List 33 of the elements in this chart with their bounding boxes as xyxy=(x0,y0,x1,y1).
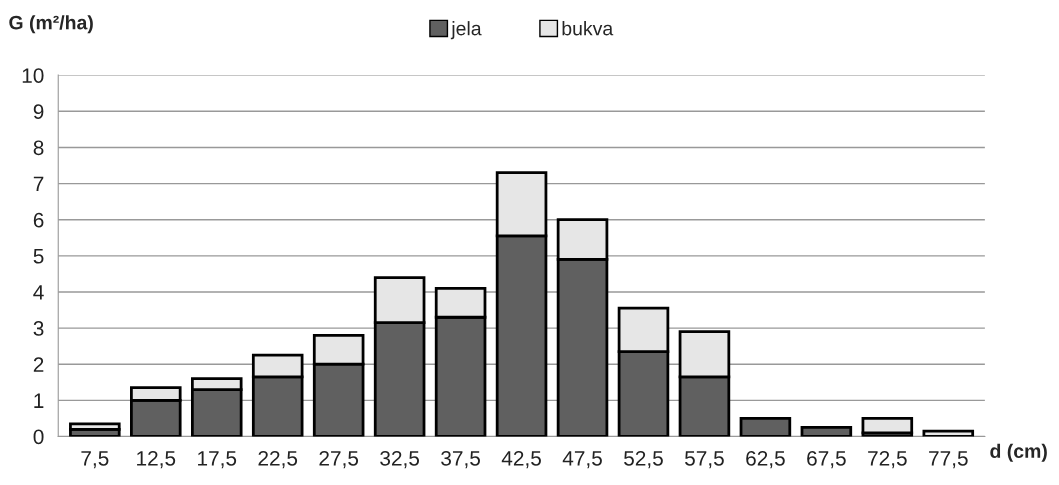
y-tick-label: 6 xyxy=(33,212,44,228)
x-tick-label: 47,5 xyxy=(562,451,602,469)
bar xyxy=(861,417,914,435)
y-tick-label: 8 xyxy=(33,140,44,156)
x-tick-label: 7,5 xyxy=(81,451,109,469)
x-axis-title: d (cm) xyxy=(990,443,1047,462)
x-tick-label: 77,5 xyxy=(929,451,968,469)
x-tick-label: 27,5 xyxy=(319,450,359,469)
y-tick-label: 10 xyxy=(22,68,44,83)
y-tick-label: 9 xyxy=(33,104,44,120)
bar xyxy=(800,426,853,437)
x-tick-label: 37,5 xyxy=(441,450,480,469)
legend-label: jela xyxy=(450,21,482,40)
y-tick-label: 3 xyxy=(33,321,44,336)
y-tick-label: 0 xyxy=(33,429,44,445)
y-tick-label: 4 xyxy=(33,285,44,300)
x-tick-label: 72,5 xyxy=(868,450,907,469)
x-tick-label: 42,5 xyxy=(501,450,541,469)
x-tick-label: 22,5 xyxy=(258,450,298,469)
bar xyxy=(739,417,792,437)
x-tick-label: 17,5 xyxy=(198,451,237,469)
y-tick-label: 7 xyxy=(33,176,44,192)
x-tick-label: 67,5 xyxy=(807,450,846,469)
legend-label: bukva xyxy=(562,21,614,36)
y-tick-label: 5 xyxy=(33,249,44,264)
x-tick-label: 12,5 xyxy=(137,450,176,469)
y-tick-label: 2 xyxy=(33,357,44,372)
x-tick-label: 57,5 xyxy=(685,451,724,469)
x-tick-label: 52,5 xyxy=(624,450,663,469)
y-axis-title: G (m²/ha) xyxy=(9,15,93,34)
x-tick-label: 32,5 xyxy=(380,450,420,469)
x-tick-label: 62,5 xyxy=(746,450,785,469)
y-tick-label: 1 xyxy=(34,393,44,408)
